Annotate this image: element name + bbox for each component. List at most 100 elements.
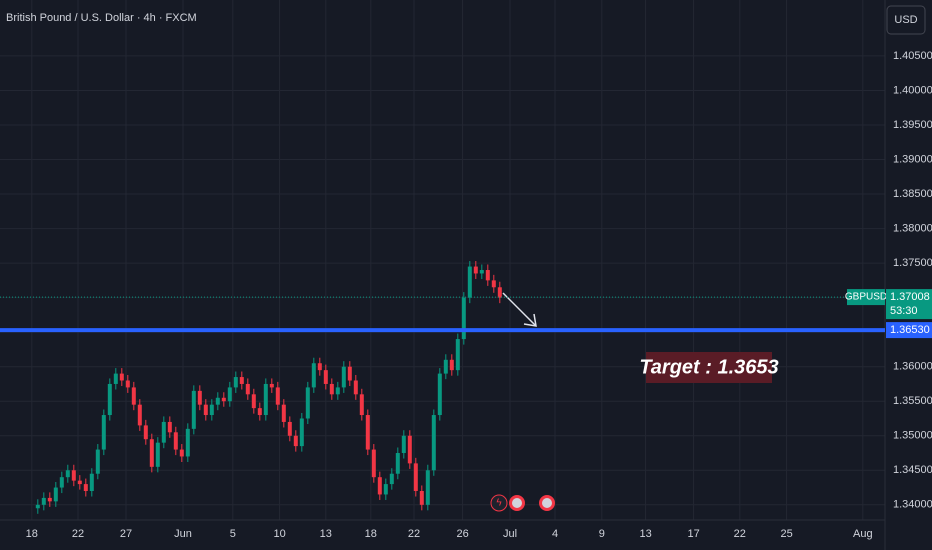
candle-body bbox=[383, 484, 388, 495]
candle-body bbox=[461, 297, 466, 340]
candle-body bbox=[485, 270, 490, 281]
candle-body bbox=[197, 390, 202, 405]
x-tick-label: 22 bbox=[72, 528, 84, 540]
candle-body bbox=[47, 497, 52, 502]
x-tick-label: 10 bbox=[273, 528, 285, 540]
candle-body bbox=[41, 497, 46, 505]
candle-body bbox=[413, 463, 418, 491]
candle-body bbox=[215, 397, 220, 405]
candle-body bbox=[317, 363, 322, 371]
x-tick-label: 5 bbox=[230, 528, 236, 540]
candle-body bbox=[341, 366, 346, 388]
symbol-box bbox=[847, 289, 885, 306]
candle-body bbox=[137, 404, 142, 426]
grid bbox=[0, 0, 885, 520]
candle-body bbox=[497, 287, 502, 298]
candle-body bbox=[59, 477, 64, 488]
candle-body bbox=[167, 421, 172, 433]
candle-body bbox=[233, 377, 238, 388]
candle-body bbox=[359, 394, 364, 416]
candle-body bbox=[425, 470, 430, 505]
candle-body bbox=[323, 370, 328, 384]
support-label: 1.36530 bbox=[890, 324, 930, 336]
x-tick-label: 18 bbox=[26, 528, 38, 540]
candle-body bbox=[353, 380, 358, 395]
y-tick-label: 1.35000 bbox=[893, 430, 932, 442]
candle-body bbox=[431, 415, 436, 471]
candle-body bbox=[299, 418, 304, 447]
annotation: Target : 1.3653 bbox=[639, 356, 778, 378]
candle-body bbox=[65, 470, 70, 478]
candle-body bbox=[131, 387, 136, 405]
candle-body bbox=[77, 480, 82, 485]
x-tick-label: 22 bbox=[734, 528, 746, 540]
symbol-label: GBPUSD bbox=[845, 292, 887, 303]
candle-body bbox=[305, 387, 310, 419]
candle-body bbox=[281, 404, 286, 422]
candle-body bbox=[203, 404, 208, 416]
candle-body bbox=[245, 383, 250, 395]
y-tick-label: 1.37500 bbox=[893, 257, 932, 269]
candle-body bbox=[371, 449, 376, 478]
y-tick-label: 1.34500 bbox=[893, 464, 932, 476]
candle-body bbox=[365, 415, 370, 450]
candle-body bbox=[275, 387, 280, 405]
candle-body bbox=[161, 421, 166, 443]
candle-body bbox=[491, 280, 496, 288]
candle-body bbox=[407, 435, 412, 464]
x-tick-label: 22 bbox=[408, 528, 420, 540]
event-icons: ϟ bbox=[490, 494, 555, 512]
x-tick-label: 13 bbox=[320, 528, 332, 540]
x-tick-label: 26 bbox=[456, 528, 468, 540]
candle-body bbox=[449, 359, 454, 371]
candle-body bbox=[377, 477, 382, 495]
candle-body bbox=[251, 394, 256, 409]
candle-body bbox=[443, 359, 448, 374]
svg-text:ϟ: ϟ bbox=[496, 498, 502, 509]
annotation-box bbox=[646, 352, 772, 383]
y-tick-label: 1.34000 bbox=[893, 499, 932, 511]
candle-body bbox=[479, 270, 484, 274]
candle-body bbox=[269, 383, 274, 388]
arrow bbox=[502, 292, 537, 327]
support-label-box bbox=[886, 322, 932, 339]
y-tick-label: 1.36000 bbox=[893, 361, 932, 373]
candle-body bbox=[209, 404, 214, 416]
candle-body bbox=[437, 373, 442, 416]
candles bbox=[35, 261, 502, 514]
x-tick-label: 17 bbox=[687, 528, 699, 540]
candle-body bbox=[227, 387, 232, 402]
y-tick-label: 1.39000 bbox=[893, 153, 932, 165]
y-tick-label: 1.40500 bbox=[893, 50, 932, 62]
currency-label[interactable]: USD bbox=[894, 14, 917, 26]
candle-body bbox=[395, 453, 400, 474]
candle-body bbox=[347, 366, 352, 381]
candle-body bbox=[191, 390, 196, 429]
candle-body bbox=[89, 473, 94, 491]
y-tick-label: 1.39500 bbox=[893, 119, 932, 131]
candle-body bbox=[311, 363, 316, 388]
currency-button[interactable] bbox=[886, 5, 926, 35]
candle-body bbox=[287, 421, 292, 436]
candle-body bbox=[335, 387, 340, 395]
candle-body bbox=[185, 428, 190, 457]
y-tick-label: 1.35500 bbox=[893, 395, 932, 407]
candle-body bbox=[35, 504, 40, 509]
candle-body bbox=[71, 470, 76, 481]
candle-body bbox=[95, 449, 100, 474]
x-tick-label: 18 bbox=[365, 528, 377, 540]
candle-body bbox=[389, 473, 394, 485]
x-tick-label: 27 bbox=[120, 528, 132, 540]
price-box bbox=[886, 289, 932, 320]
candle-body bbox=[239, 377, 244, 384]
candle-body bbox=[173, 432, 178, 450]
chart-title: British Pound / U.S. Dollar · 4h · FXCM bbox=[6, 12, 197, 24]
y-tick-label: 1.38500 bbox=[893, 188, 932, 200]
candle-body bbox=[467, 266, 472, 298]
x-tick-label: Aug bbox=[853, 528, 873, 540]
candle-body bbox=[419, 490, 424, 505]
candle-body bbox=[293, 435, 298, 447]
x-tick-label: 4 bbox=[552, 528, 558, 540]
candle-body bbox=[401, 435, 406, 454]
